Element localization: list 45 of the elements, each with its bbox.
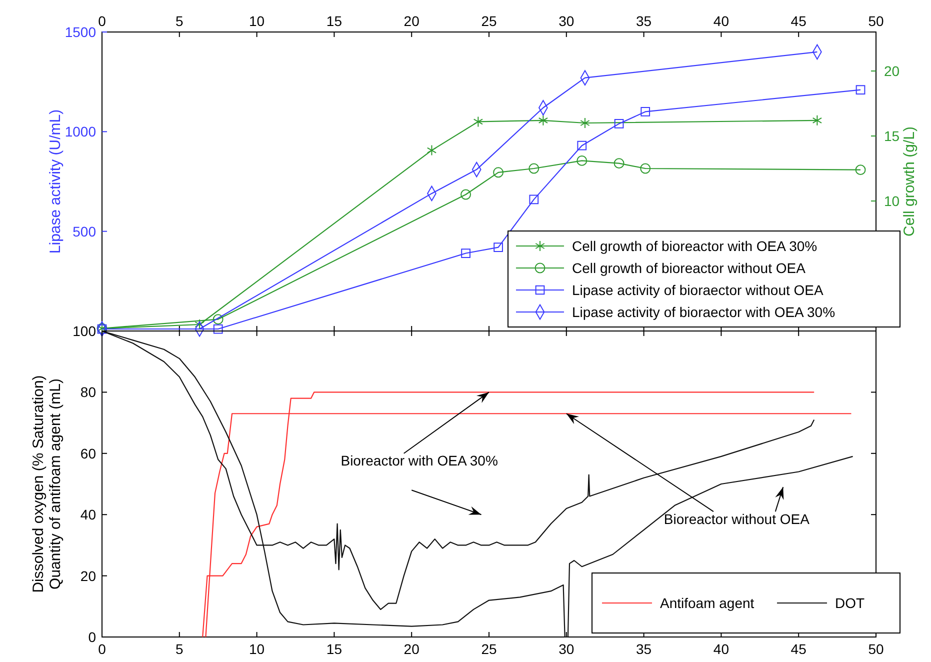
x-tick-label: 35 <box>636 641 652 657</box>
y2-tick-label: 15 <box>884 128 900 144</box>
y-tick-label: 1000 <box>64 124 96 140</box>
legend-label: Lipase activity of bioraector without OEA <box>572 282 824 298</box>
x-tick-label: 45 <box>790 13 807 29</box>
y-axis-title: Dissolved oxygen (% Saturation) Quantity of antifoam agent (mL) <box>30 375 64 593</box>
y-tick-label: 1500 <box>64 24 96 40</box>
legend-label: Cell growth of bioreactor with OEA 30% <box>572 238 818 254</box>
x-tick-label: 0 <box>98 13 106 29</box>
x-tick-label: 40 <box>713 641 730 657</box>
y-tick-label: 80 <box>80 384 96 400</box>
x-tick-label: 50 <box>868 13 884 29</box>
x-tick-label: 40 <box>713 13 730 29</box>
y-axis-title: Lipase activity (U/mL) <box>47 109 64 254</box>
x-tick-label: 35 <box>636 13 652 29</box>
x-tick-label: 20 <box>404 641 420 657</box>
x-tick-label: 10 <box>249 641 265 657</box>
y2-tick-label: 20 <box>884 63 900 79</box>
y-tick-label: 100 <box>72 323 96 339</box>
x-tick-label: 5 <box>176 641 184 657</box>
x-tick-label: 15 <box>326 641 342 657</box>
legend-label: Lipase activity of bioraector with OEA 30% <box>572 304 836 320</box>
legend-label: Antifoam agent <box>660 595 754 611</box>
legend-label: Cell growth of bioreactor without OEA <box>572 260 806 276</box>
legend-label: DOT <box>835 595 865 611</box>
y-tick-label: 40 <box>80 506 96 523</box>
x-tick-label: 10 <box>249 13 265 29</box>
x-tick-label: 0 <box>98 641 106 657</box>
y-tick-label: 20 <box>80 568 96 584</box>
y2-axis-title: Cell growth (g/L) <box>901 126 918 237</box>
y-tick-label: 500 <box>72 223 96 240</box>
x-tick-label: 30 <box>558 13 574 29</box>
x-tick-label: 25 <box>481 13 497 29</box>
x-tick-label: 50 <box>868 641 884 657</box>
y2-tick-label: 10 <box>884 193 900 209</box>
x-tick-label: 20 <box>404 13 420 29</box>
annotation: Bioreactor without OEA <box>664 510 810 527</box>
x-tick-label: 15 <box>326 13 342 29</box>
x-tick-label: 30 <box>558 641 574 657</box>
x-tick-label: 45 <box>790 641 807 657</box>
x-tick-label: 25 <box>481 641 497 657</box>
y-tick-label: 60 <box>80 445 96 462</box>
x-tick-label: 5 <box>176 13 184 29</box>
annotation: Bioreactor with OEA 30% <box>340 452 498 469</box>
y-tick-label: 0 <box>88 629 96 645</box>
